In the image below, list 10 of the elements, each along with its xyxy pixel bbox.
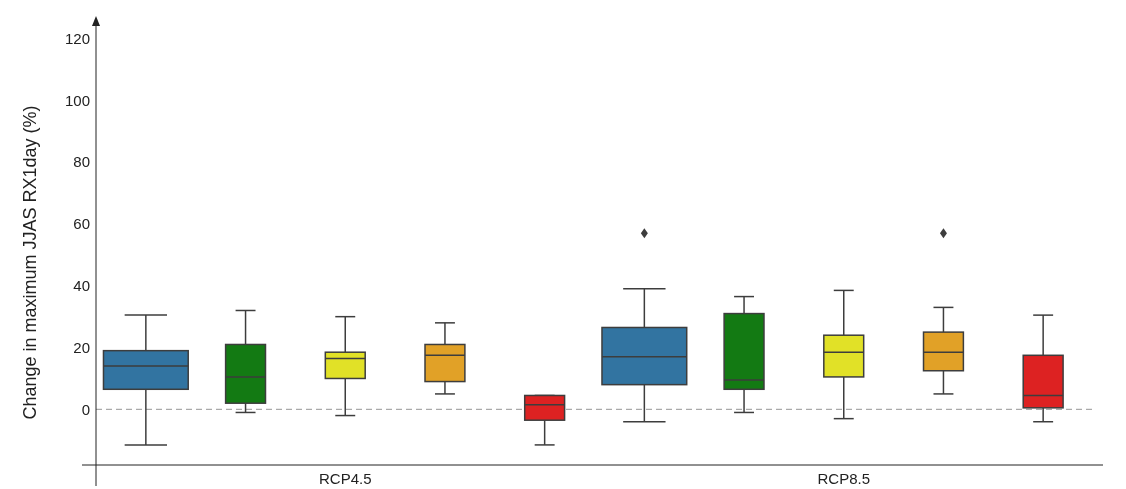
y-tick-label: 100 [64,91,90,109]
y-tick-label: 60 [73,215,90,233]
y-tick-label: 20 [73,338,90,356]
x-tick-label: RCP8.5 [817,470,871,487]
y-tick-label: 120 [64,29,90,47]
x-tick-label: RCP4.5 [318,470,372,487]
y-axis-title: Change in maximum JJAS RX1day (%) [20,105,40,420]
y-tick-label: 80 [73,153,90,171]
y-tick-label: 0 [81,400,90,418]
y-tick-label: 40 [73,277,90,295]
